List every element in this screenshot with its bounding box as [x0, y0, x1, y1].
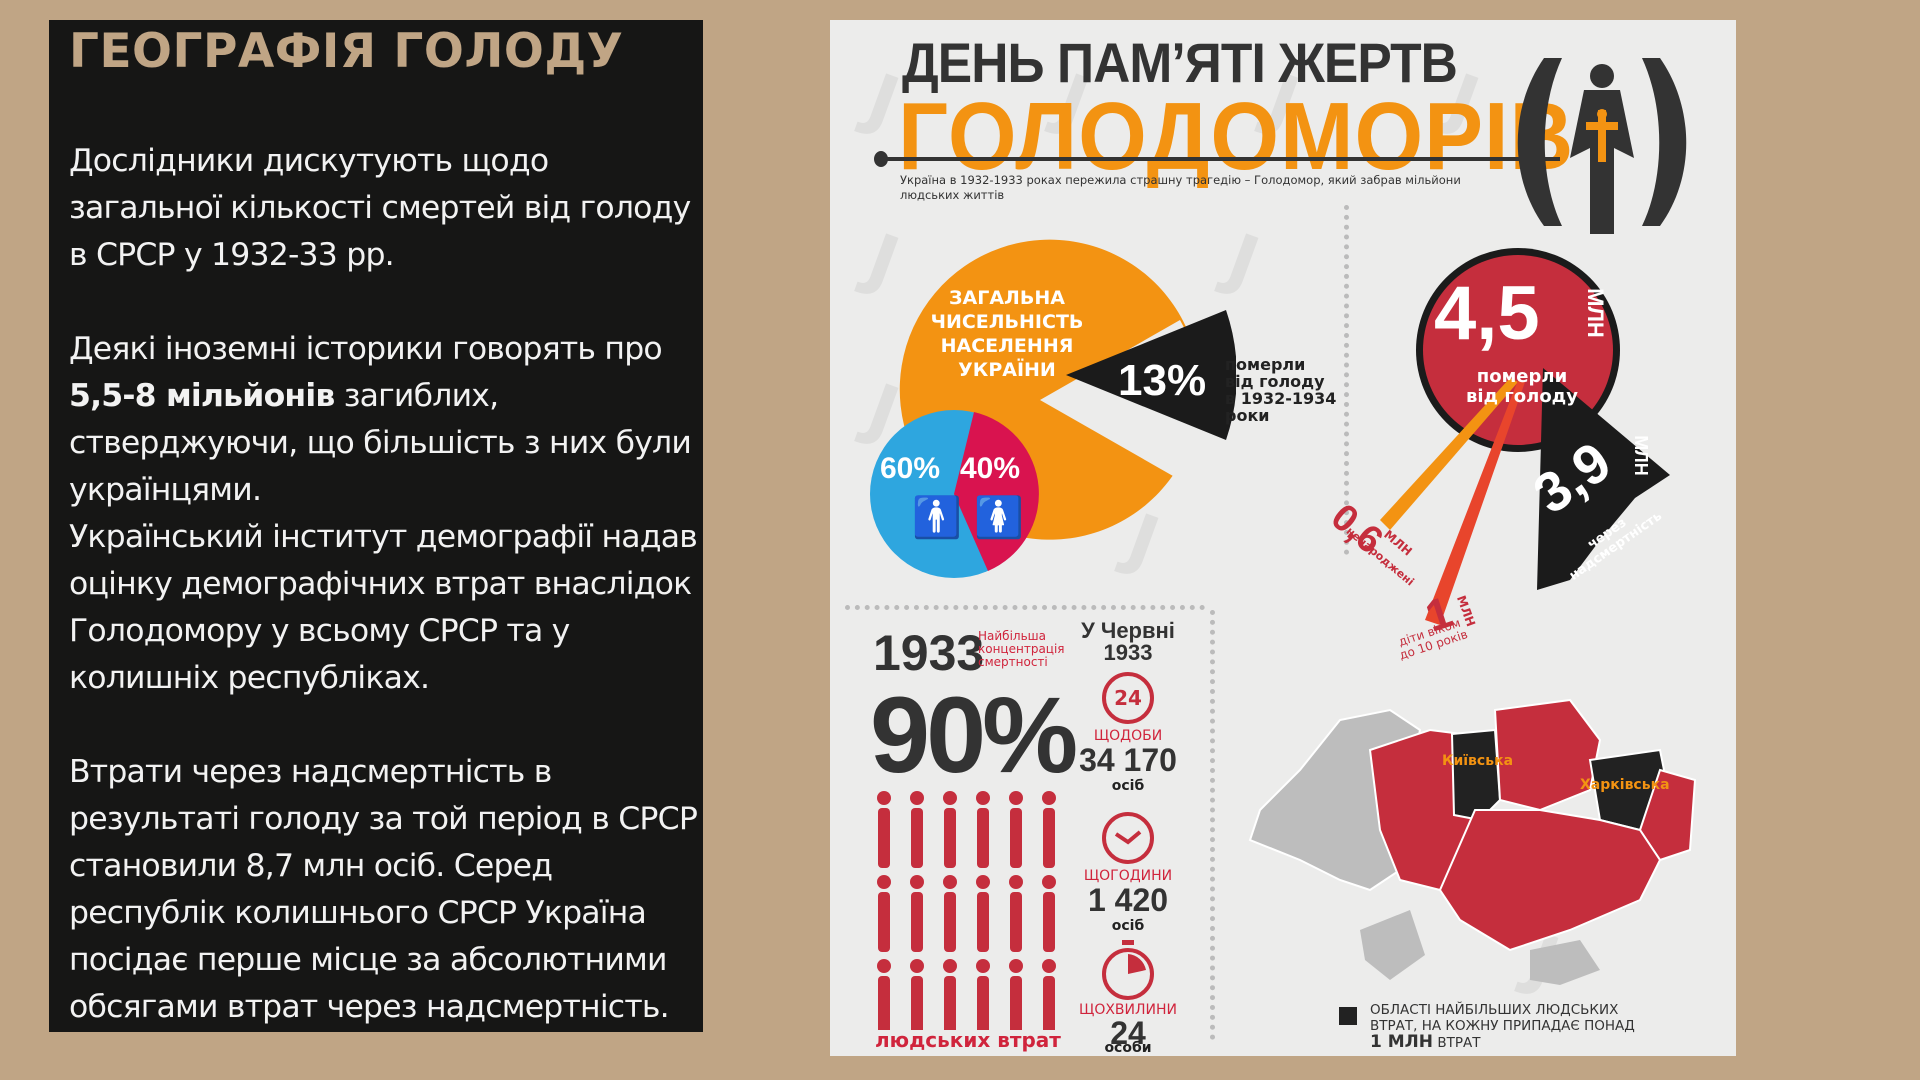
infographic-title-line1: ДЕНЬ ПАМ’ЯТІ ЖЕРТВ: [902, 31, 1458, 94]
paragraph-foreign-historians: Деякі іноземні історики говорять про 5,5…: [69, 331, 692, 508]
female-percent: 40%: [960, 452, 1021, 485]
female-icon: 🚺: [974, 495, 1024, 541]
infographic-title-line2: ГОЛОДОМОРІВ: [898, 83, 1575, 190]
clock-24-icon: 24: [1102, 672, 1154, 724]
map-legend: ОБЛАСТІ НАЙБІЛЬШИХ ЛЮДСЬКИХ ВТРАТ, НА КО…: [1370, 1002, 1635, 1052]
hourly-label: ЩОГОДИНИ: [1083, 868, 1173, 884]
daily-value: 34 170: [1079, 742, 1177, 778]
title-rule: [880, 157, 1560, 161]
hourly-value: 1 420: [1087, 882, 1169, 918]
thirteen-percent-value: 13%: [1118, 356, 1207, 405]
male-icon: 🚹: [912, 495, 962, 541]
paragraph-institute: Український інститут демографії надав оц…: [69, 519, 698, 696]
svg-text:24: 24: [1114, 686, 1142, 710]
ukraine-map: [1248, 698, 1697, 985]
losses-caption: людських втрат: [875, 1028, 1061, 1052]
daily-unit: осіб: [1111, 778, 1145, 794]
thirteen-percent-caption: померли від голоду в 1932-1934 роки: [1225, 355, 1337, 425]
excess-deaths-unit: МЛН: [1630, 435, 1651, 476]
minute-value: 24: [1110, 1015, 1146, 1051]
memorial-candle-emblem-icon: [1517, 58, 1687, 234]
male-percent: 60%: [880, 452, 941, 485]
population-pie-label: ЗАГАЛЬНА ЧИСЕЛЬНІСТЬ НАСЕЛЕННЯ УКРАЇНИ: [930, 287, 1084, 381]
slide-title: ГЕОГРАФІЯ ГОЛОДУ: [69, 24, 624, 79]
ninety-percent: 90%: [870, 674, 1078, 795]
stopwatch-icon: [1102, 940, 1154, 1000]
deaths-main-unit: МЛН: [1582, 288, 1608, 338]
gender-pie-chart: [870, 410, 1039, 578]
hourly-unit: осіб: [1111, 918, 1145, 934]
deaths-pie-chart: [1380, 248, 1670, 625]
daily-label: ЩОДОБИ: [1093, 728, 1163, 744]
highlight-estimate: 5,5-8 мільйонів: [69, 378, 335, 414]
deaths-main-value: 4,5: [1434, 271, 1540, 356]
slide-body: Дослідники дискутують щодо загальної кіл…: [69, 138, 699, 1031]
infographic: J J J J J J J J J ДЕНЬ ПАМ’ЯТІ ЖЕРТВ ГОЛ…: [830, 20, 1736, 1056]
text-panel: ГЕОГРАФІЯ ГОЛОДУ Дослідники дискутують щ…: [49, 20, 703, 1032]
thirteen-percent-slice: [1066, 310, 1236, 440]
infographic-subtitle: Україна в 1932-1933 роках пережила страш…: [900, 173, 1461, 202]
deaths-main-caption: померли від голоду: [1466, 366, 1578, 407]
paragraph-researchers: Дослідники дискутують щодо загальної кіл…: [69, 143, 691, 273]
year-1933: 1933: [873, 625, 985, 681]
paragraph-excess-mortality: Втрати через надсмертність в результаті …: [69, 754, 698, 1025]
clock-icon: [1102, 812, 1154, 864]
people-icons-grid: [870, 790, 1070, 1036]
june-heading: У Червні 1933: [1081, 618, 1175, 665]
map-label-kyiv: Київська: [1442, 753, 1514, 769]
map-label-kharkiv: Харківська: [1580, 777, 1670, 793]
legend-swatch: [1339, 1007, 1357, 1025]
year-caption: Найбільша концентрація смертності: [978, 629, 1065, 669]
minute-unit: особи: [1104, 1040, 1152, 1056]
minute-label: ЩОХВИЛИНИ: [1079, 1002, 1177, 1018]
